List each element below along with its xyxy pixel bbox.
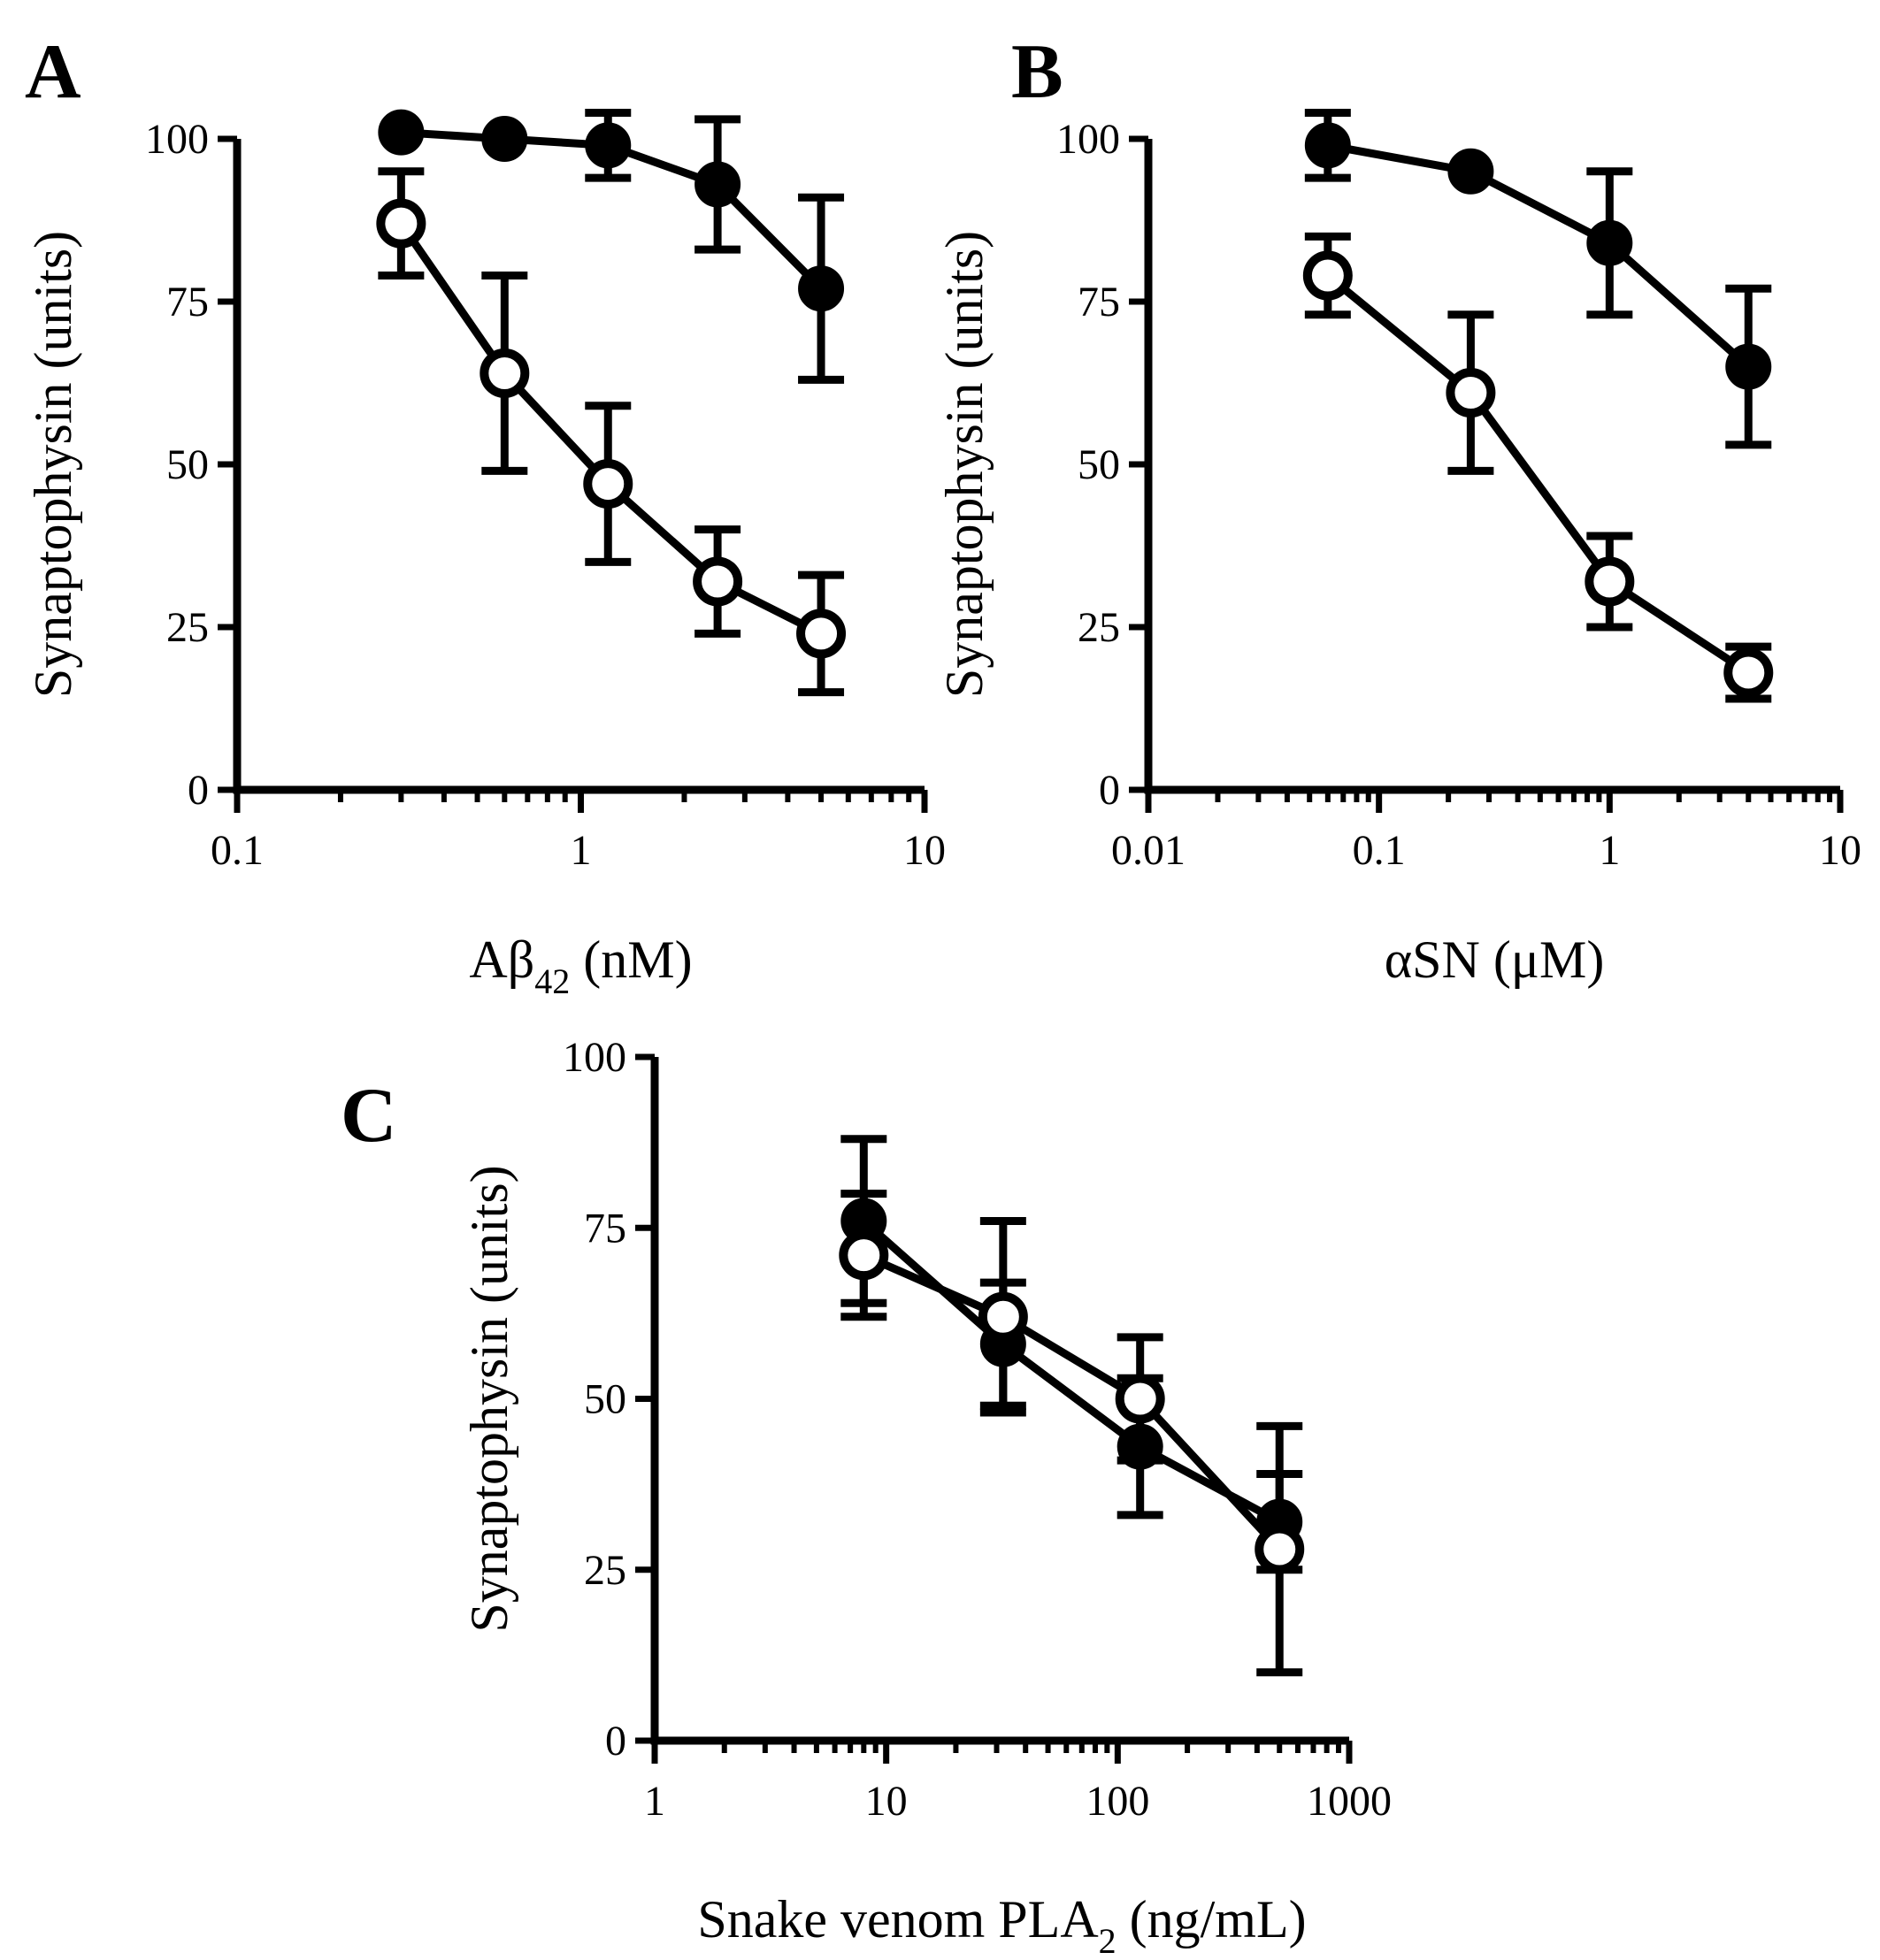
y-tick-label: 0 xyxy=(605,1718,626,1765)
data-point-open xyxy=(693,556,743,607)
y-tick-label: 50 xyxy=(166,441,209,488)
x-tick-label: 10 xyxy=(1819,827,1861,874)
data-point-filled xyxy=(481,116,528,162)
y-tick-label: 25 xyxy=(1078,604,1120,651)
x-axis-title: αSN (μM) xyxy=(1385,930,1605,989)
x-tick-label: 1 xyxy=(1599,827,1620,874)
data-point-open xyxy=(978,1291,1028,1342)
data-point-filled xyxy=(1447,148,1494,195)
y-tick-label: 75 xyxy=(584,1205,626,1252)
x-axis-title-unit: (ng/mL) xyxy=(1116,1890,1307,1949)
x-tick-label: 1 xyxy=(644,1778,665,1825)
x-tick-label: 10 xyxy=(865,1778,908,1825)
data-point-open xyxy=(1115,1374,1165,1424)
y-tick-label: 50 xyxy=(1078,441,1120,488)
x-axis-title-text: Aβ xyxy=(469,930,534,989)
series-filled xyxy=(378,109,845,384)
data-point-filled xyxy=(1725,343,1772,390)
x-tick-label: 0.01 xyxy=(1111,827,1186,874)
data-point-open xyxy=(583,459,633,509)
y-tick-label: 0 xyxy=(188,767,209,814)
panel-letter: B xyxy=(1011,29,1063,115)
y-tick-label: 0 xyxy=(1099,767,1120,814)
data-point-filled xyxy=(585,122,632,169)
panel-b: B 0 25 50 75 100 0.01 0.1 1 10 Synaptophysin (unit… xyxy=(935,29,1861,989)
panel-letter: A xyxy=(25,29,81,115)
data-point-open xyxy=(1585,556,1635,607)
panel-letter: C xyxy=(341,1073,397,1159)
x-axis-title: Snake venom PLA2 (ng/mL) xyxy=(697,1890,1306,1960)
data-point-filled xyxy=(694,161,741,208)
data-point-filled xyxy=(378,109,425,156)
panel-a: A 0 25 50 75 100 0.1 1 10 Synaptophysin (units) Aβ… xyxy=(24,29,946,1001)
series-open xyxy=(376,167,847,697)
x-tick-label: 0.1 xyxy=(211,827,264,874)
y-tick-label: 25 xyxy=(584,1547,626,1594)
data-point-open xyxy=(480,348,530,398)
data-point-filled xyxy=(1586,219,1633,266)
y-tick-label: 75 xyxy=(1078,279,1120,325)
x-tick-label: 100 xyxy=(1086,1778,1149,1825)
x-axis-title: Aβ42 (nM) xyxy=(469,930,692,1001)
series-filled xyxy=(1304,109,1772,449)
data-point-open xyxy=(1302,250,1353,301)
data-point-open xyxy=(1255,1524,1305,1574)
y-axis-title: Synaptophysin (units) xyxy=(24,231,82,698)
series-line-open xyxy=(1324,272,1751,677)
y-axis-title: Synaptophysin (units) xyxy=(460,1165,518,1632)
series-open xyxy=(839,1190,1305,1677)
x-tick-label: 0.1 xyxy=(1353,827,1406,874)
x-tick-label: 1000 xyxy=(1307,1778,1392,1825)
y-tick-label: 50 xyxy=(584,1376,626,1423)
x-axis-title-subscript: 2 xyxy=(1099,1921,1116,1960)
y-tick-label: 100 xyxy=(1056,116,1120,163)
x-axis-title-unit: (nM) xyxy=(570,930,692,989)
x-tick-label: 1 xyxy=(571,827,592,874)
data-point-open xyxy=(376,198,426,249)
x-tick-label: 10 xyxy=(903,827,946,874)
data-point-filled xyxy=(798,265,845,312)
series-line-filled xyxy=(1326,141,1752,370)
x-axis-title-text: Snake venom PLA xyxy=(697,1890,1098,1949)
data-point-open xyxy=(1446,368,1496,418)
series-open xyxy=(1302,232,1774,703)
series-line-open xyxy=(862,1252,1283,1552)
x-axis-title-text: αSN (μM) xyxy=(1385,930,1605,989)
data-point-open xyxy=(1723,647,1774,698)
y-tick-label: 100 xyxy=(563,1034,626,1081)
y-axis-title: Synaptophysin (units) xyxy=(935,231,994,698)
panel-c: C 0 25 50 75 100 1 10 100 1000 Synaptophysin (unit… xyxy=(341,1034,1392,1960)
data-point-open xyxy=(796,609,847,659)
x-axis-title-subscript: 42 xyxy=(534,961,570,1001)
y-tick-label: 75 xyxy=(166,279,209,325)
y-tick-label: 100 xyxy=(145,116,209,163)
data-point-open xyxy=(839,1230,889,1281)
y-tick-label: 25 xyxy=(166,604,209,651)
data-point-filled xyxy=(1304,122,1351,169)
